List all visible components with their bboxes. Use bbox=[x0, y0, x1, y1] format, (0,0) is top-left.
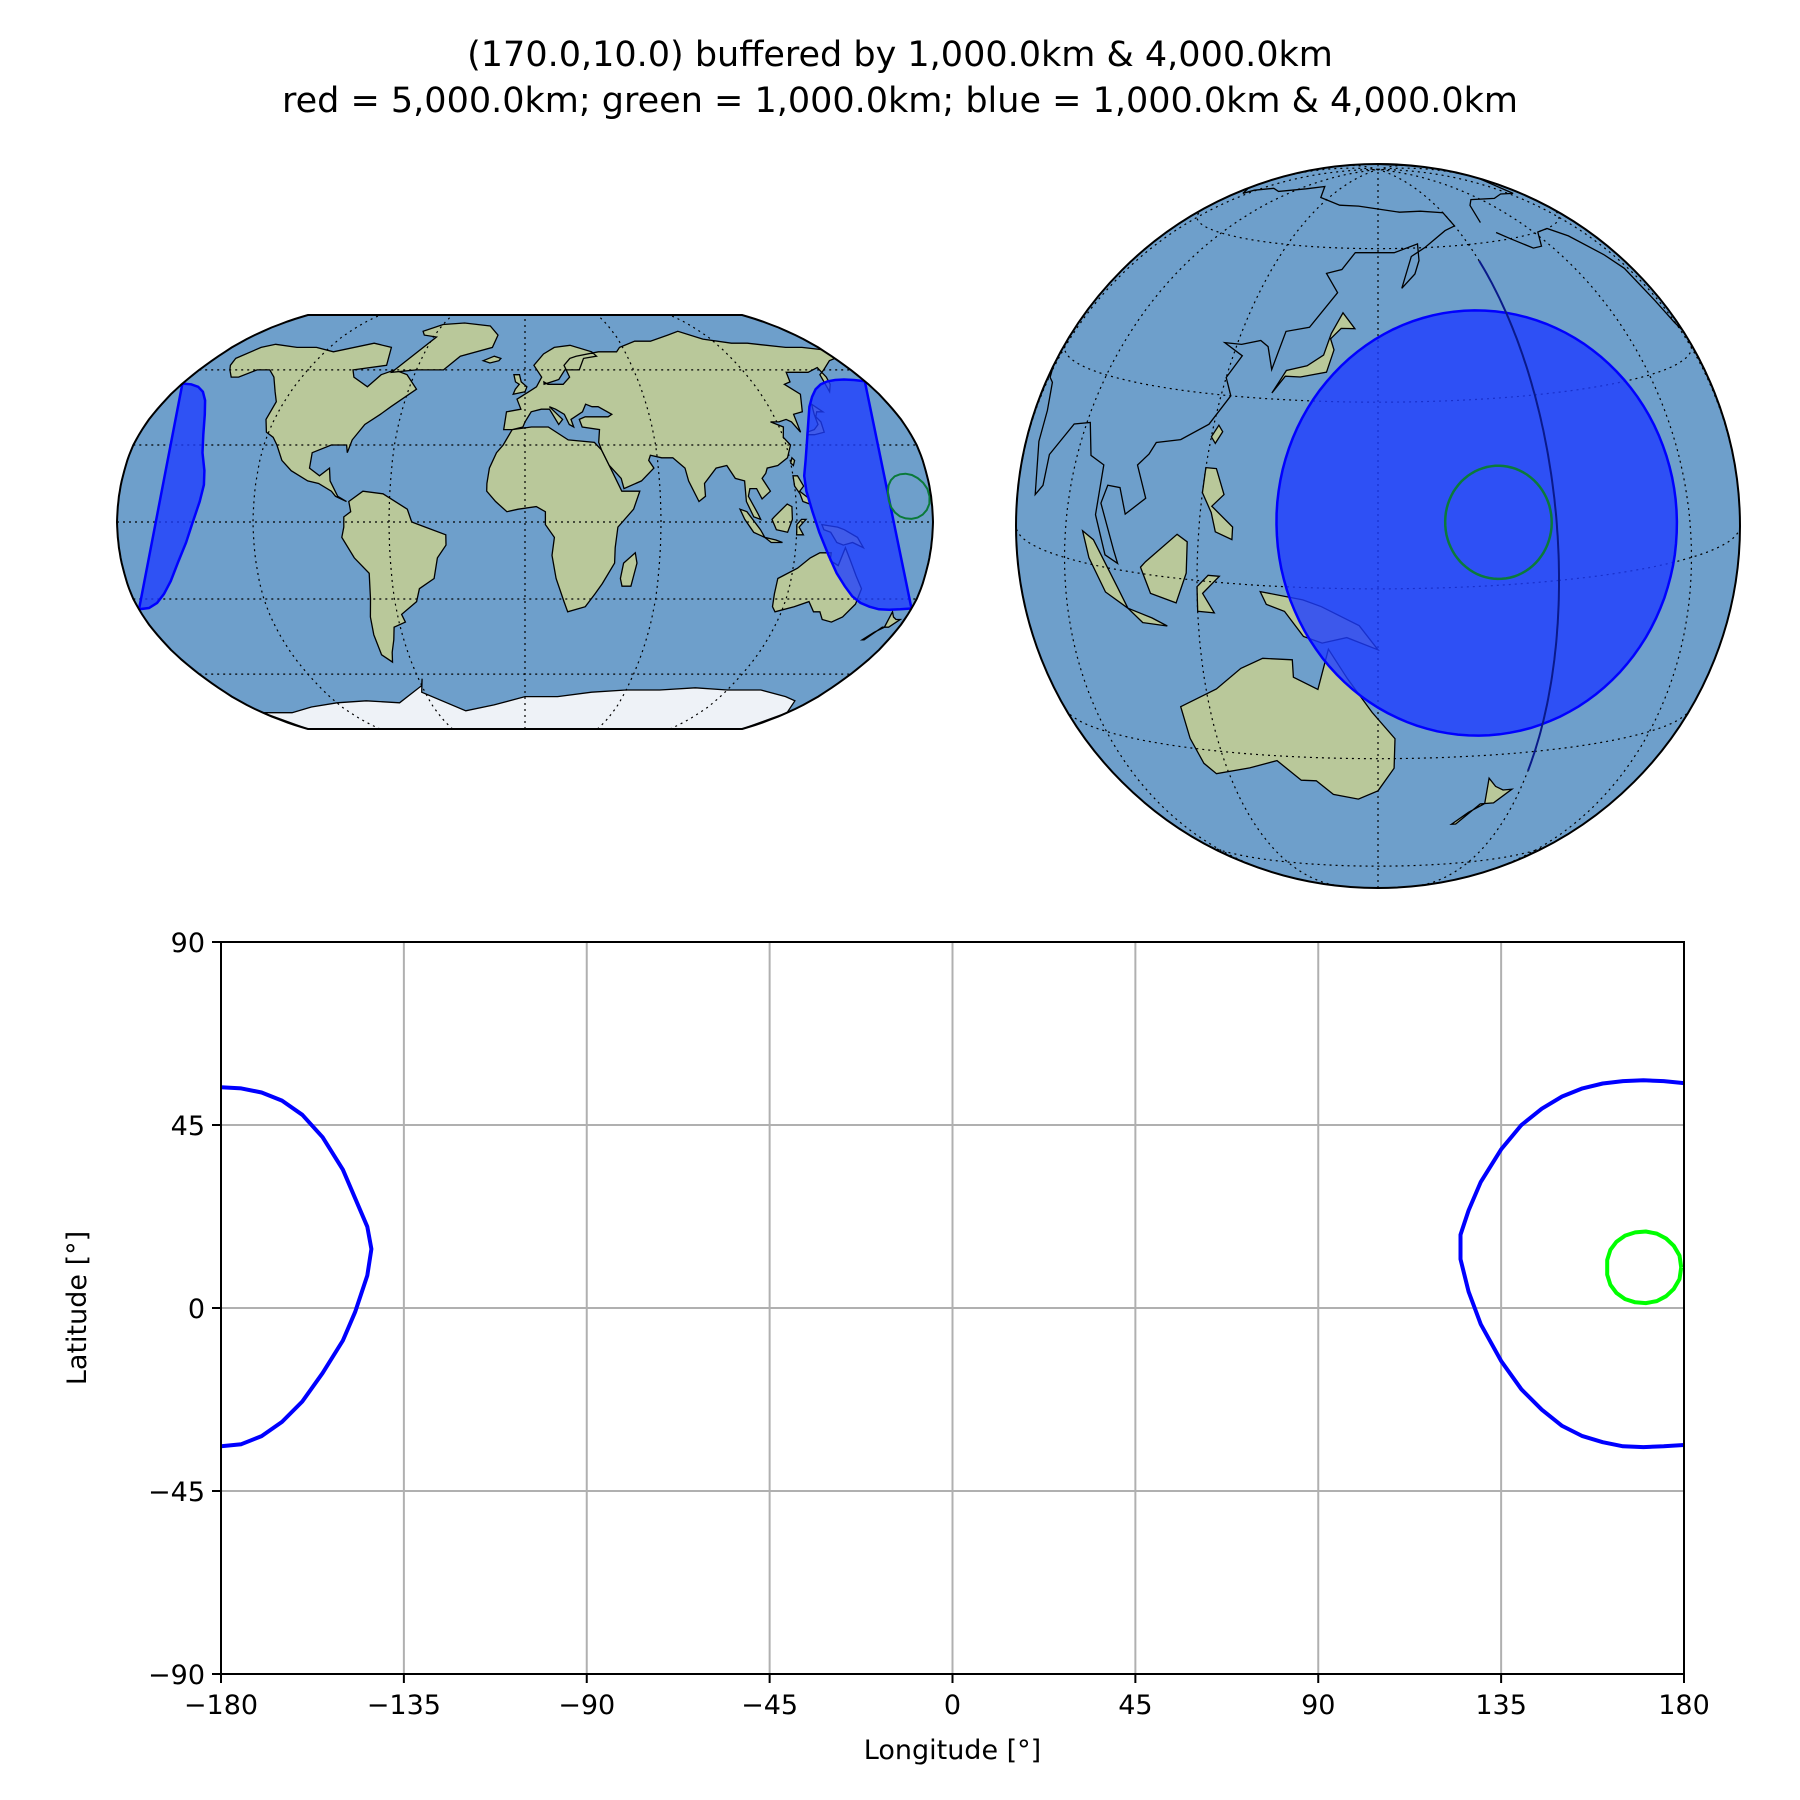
ortho-landmass bbox=[1127, 607, 1168, 627]
robinson-antarctica bbox=[262, 678, 796, 729]
ortho-parallel bbox=[1205, 843, 1551, 867]
x-tick-label: −45 bbox=[741, 1690, 798, 1721]
series-line-1 bbox=[1458, 1078, 1684, 1450]
robinson-landmass bbox=[512, 374, 528, 396]
ortho-landmass bbox=[1201, 466, 1234, 541]
robinson-buffer-green bbox=[886, 472, 931, 520]
ortho-landmass bbox=[1179, 647, 1396, 800]
ortho-meridian bbox=[1377, 168, 1560, 887]
ortho-landmass bbox=[1469, 178, 1682, 330]
lat-lon-plot: −180 −135 −90 −45 0 45 90 135 180 −90 −45 0 45 90 Lon… bbox=[62, 928, 1710, 1766]
orthographic-map bbox=[1015, 163, 1741, 889]
ortho-landmass bbox=[1210, 423, 1224, 445]
robinson-buffer-east bbox=[802, 378, 914, 612]
robinson-landmass bbox=[771, 503, 794, 534]
ortho-parallel bbox=[1063, 344, 1693, 403]
robinson-buffer-west bbox=[137, 382, 207, 611]
x-tick-label: −135 bbox=[367, 1690, 441, 1721]
y-axis-label: Latitude [°] bbox=[62, 1231, 93, 1385]
figure-title-line-1: (170.0,10.0) buffered by 1,000.0km & 4,0… bbox=[467, 35, 1333, 75]
ortho-meridian bbox=[1196, 168, 1379, 887]
series-line-0 bbox=[221, 1085, 374, 1449]
x-tick-label: −90 bbox=[558, 1690, 615, 1721]
robinson-landmass bbox=[789, 456, 796, 467]
robinson-meridian bbox=[669, 315, 798, 729]
ortho-meridian bbox=[1063, 168, 1379, 873]
y-tick-label: −45 bbox=[148, 1477, 205, 1508]
ortho-parallel bbox=[1196, 208, 1560, 250]
robinson-landmass bbox=[619, 551, 638, 587]
ortho-landmass bbox=[1449, 776, 1515, 825]
x-tick-label: 45 bbox=[1118, 1690, 1152, 1721]
robinson-landmass bbox=[859, 609, 903, 641]
figure-title-line-2: red = 5,000.0km; green = 1,000.0km; blue… bbox=[282, 81, 1518, 121]
ortho-outline bbox=[1015, 163, 1741, 889]
plot-ticks: −180 −135 −90 −45 0 45 90 135 180 −90 −45 0 45 90 bbox=[148, 928, 1710, 1721]
plot-grid bbox=[220, 941, 1685, 1675]
robinson-map bbox=[115, 314, 935, 730]
x-axis-label: Longitude [°] bbox=[864, 1735, 1041, 1766]
ortho-landmass bbox=[1139, 533, 1188, 604]
ortho-buffer-seam bbox=[1478, 260, 1560, 771]
robinson-landmass bbox=[486, 426, 641, 613]
ortho-meridian bbox=[1377, 168, 1693, 873]
x-tick-label: −180 bbox=[184, 1690, 258, 1721]
robinson-landmass bbox=[764, 536, 783, 544]
x-tick-label: 90 bbox=[1301, 1690, 1335, 1721]
ortho-landmass bbox=[1271, 311, 1357, 394]
ortho-meridian bbox=[1280, 167, 1379, 178]
ortho-parallel bbox=[1065, 709, 1691, 760]
ortho-meridian bbox=[1377, 167, 1476, 178]
robinson-landmass bbox=[389, 322, 499, 374]
ortho-content bbox=[1016, 164, 1740, 888]
plot-lines bbox=[221, 1078, 1684, 1450]
y-tick-label: 90 bbox=[171, 928, 205, 959]
robinson-landmass bbox=[229, 342, 418, 503]
robinson-landmass bbox=[795, 518, 808, 536]
y-tick-label: 45 bbox=[171, 1111, 205, 1142]
series-line-2 bbox=[1605, 1229, 1684, 1306]
x-tick-label: 135 bbox=[1475, 1690, 1527, 1721]
robinson-landmass bbox=[481, 355, 503, 364]
robinson-landmass bbox=[341, 490, 447, 664]
robinson-content bbox=[117, 315, 933, 729]
ortho-buffer-blue bbox=[1275, 309, 1679, 737]
robinson-meridian bbox=[596, 315, 662, 729]
y-tick-label: 0 bbox=[188, 1294, 205, 1325]
x-tick-label: 180 bbox=[1658, 1690, 1710, 1721]
ortho-buffer-green bbox=[1443, 464, 1553, 581]
y-tick-label: −90 bbox=[148, 1660, 205, 1691]
x-tick-label: 0 bbox=[944, 1690, 961, 1721]
robinson-outline bbox=[115, 314, 935, 730]
